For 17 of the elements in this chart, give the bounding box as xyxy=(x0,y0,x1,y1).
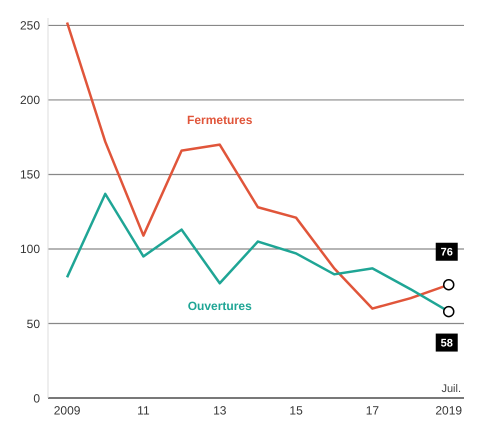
annotation: Juil. xyxy=(441,383,461,395)
x-tick-label: 2019 xyxy=(435,404,462,418)
y-tick-label: 100 xyxy=(20,242,40,256)
y-tick-label: 250 xyxy=(20,18,40,33)
data-label: 76 xyxy=(440,246,453,259)
y-tick-label: 50 xyxy=(26,316,40,331)
data-label: 58 xyxy=(440,338,453,350)
x-tick-label: 17 xyxy=(366,404,380,418)
y-tick-label: 0 xyxy=(33,391,40,406)
x-tick-label: 15 xyxy=(289,404,304,418)
series-label: Ouvertures xyxy=(188,299,252,314)
y-tick-label: 150 xyxy=(20,168,40,182)
y-tick-label: 200 xyxy=(20,93,40,108)
x-tick-label: 2009 xyxy=(54,404,81,418)
x-tick-label: 11 xyxy=(137,404,150,418)
x-tick-label: 13 xyxy=(213,404,227,418)
series-label: Fermetures xyxy=(187,112,253,127)
